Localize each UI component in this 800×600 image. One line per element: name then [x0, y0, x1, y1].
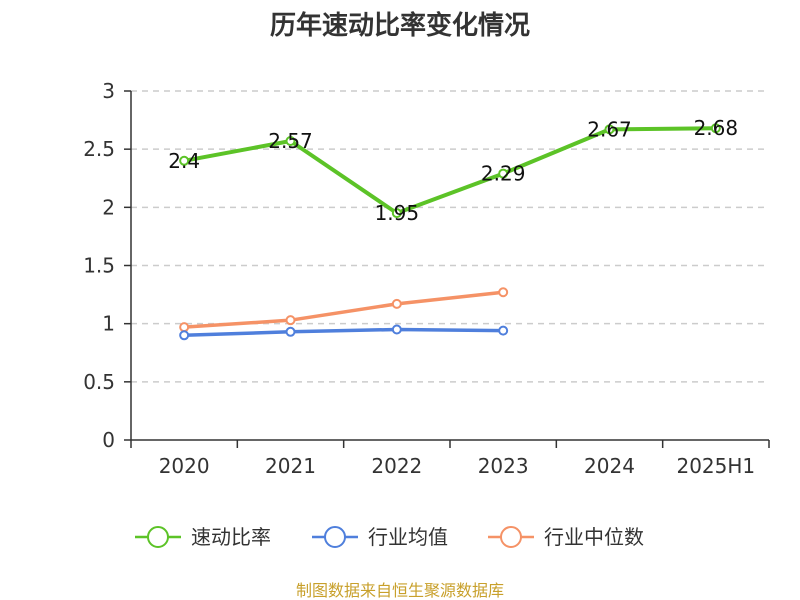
y-tick-label: 1	[102, 312, 115, 336]
legend-label: 行业中位数	[544, 525, 644, 549]
legend-item-0[interactable]: 速动比率	[135, 525, 271, 549]
series-line	[183, 126, 716, 216]
data-point	[604, 124, 615, 135]
legend-item-2[interactable]: 行业中位数	[488, 525, 644, 549]
data-label: 1.95	[375, 201, 420, 225]
y-tick-label: 0.5	[83, 370, 115, 394]
series-line	[184, 290, 504, 329]
data-point	[710, 123, 721, 134]
y-tick-label: 0	[102, 428, 115, 452]
x-tick-labels: 2020 2021 2022 2023 2024 2025H1	[159, 454, 755, 478]
data-point	[285, 315, 296, 326]
x-tick-label: 2025H1	[676, 454, 755, 478]
x-tick-label: 2021	[265, 454, 316, 478]
legend-item-1[interactable]: 行业均值	[312, 525, 448, 549]
data-label: 2.57	[268, 129, 313, 153]
x-tick-label: 2020	[159, 454, 210, 478]
data-point	[498, 325, 509, 336]
series-0: 2.4 2.57 1.95 2.29 2.67 2.68	[168, 116, 738, 225]
legend-label: 速动比率	[191, 525, 271, 549]
series-1	[179, 324, 509, 341]
data-point	[498, 168, 509, 179]
legend-label: 行业均值	[368, 525, 448, 549]
y-tick-label: 1.5	[83, 254, 115, 278]
x-tick-label: 2024	[584, 454, 635, 478]
data-label: 2.29	[481, 162, 526, 186]
gridlines	[131, 90, 769, 383]
data-point	[179, 155, 190, 166]
y-tick-label: 3	[102, 79, 115, 103]
data-point	[391, 298, 402, 309]
data-point	[179, 330, 190, 341]
data-point	[391, 208, 402, 219]
series-layer: 2.4 2.57 1.95 2.29 2.67 2.68	[168, 116, 738, 341]
data-point	[285, 326, 296, 337]
x-tick-label: 2023	[478, 454, 529, 478]
y-tick-labels: 0 0.5 1 1.5 2 2.5 3	[83, 79, 115, 452]
legend-marker	[500, 526, 522, 548]
data-point	[179, 322, 190, 333]
data-point	[285, 136, 296, 147]
source-note: 制图数据来自恒生聚源数据库	[296, 581, 504, 600]
data-label: 2.67	[587, 117, 632, 141]
series-line	[184, 327, 504, 338]
data-label: 2.68	[694, 116, 739, 140]
y-tick-label: 2	[102, 195, 115, 219]
axes	[124, 90, 770, 448]
series-2	[179, 287, 509, 333]
legend[interactable]: 速动比率 行业均值 行业中位数	[135, 525, 644, 549]
data-label: 2.4	[168, 149, 200, 173]
legend-marker	[147, 526, 169, 548]
data-point	[391, 324, 402, 335]
chart-title: 历年速动比率变化情况	[270, 10, 530, 41]
legend-marker	[324, 526, 346, 548]
y-tick-label: 2.5	[83, 137, 115, 161]
data-point	[498, 287, 509, 298]
x-tick-label: 2022	[371, 454, 422, 478]
